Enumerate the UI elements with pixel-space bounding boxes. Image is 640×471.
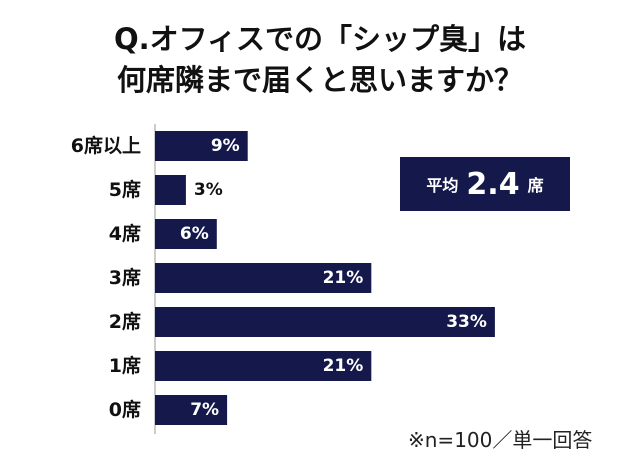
- sample-note: ※n=100／単一回答: [408, 428, 593, 452]
- bar: [155, 219, 217, 249]
- category-label: 0席: [109, 398, 141, 421]
- data-label: 7%: [190, 400, 219, 420]
- data-label: 3%: [194, 180, 223, 200]
- bar: [155, 351, 372, 381]
- data-label: 21%: [323, 268, 364, 288]
- bar: [155, 263, 372, 293]
- category-label: 1席: [109, 354, 141, 377]
- category-label: 6席以上: [71, 134, 141, 157]
- average-label: 平均: [426, 176, 459, 195]
- category-label: 3席: [109, 266, 141, 289]
- chart-title-line1: Q.オフィスでの「シップ臭」は: [113, 22, 527, 56]
- bar: [155, 131, 248, 161]
- category-label: 4席: [109, 222, 141, 245]
- data-label: 9%: [211, 136, 240, 156]
- average-value: 2.4: [466, 166, 520, 202]
- chart-title-line2: 何席隣まで届くと思いますか？: [116, 63, 523, 97]
- data-label: 21%: [323, 356, 364, 376]
- bar: [155, 175, 186, 205]
- average-badge: 平均 2.4 席: [400, 157, 570, 211]
- category-label: 5席: [109, 178, 141, 201]
- average-unit: 席: [527, 176, 544, 195]
- bar: [155, 395, 228, 425]
- data-label: 6%: [180, 224, 209, 244]
- data-label: 33%: [446, 312, 487, 332]
- bar: [155, 307, 495, 337]
- category-label: 2席: [109, 310, 141, 333]
